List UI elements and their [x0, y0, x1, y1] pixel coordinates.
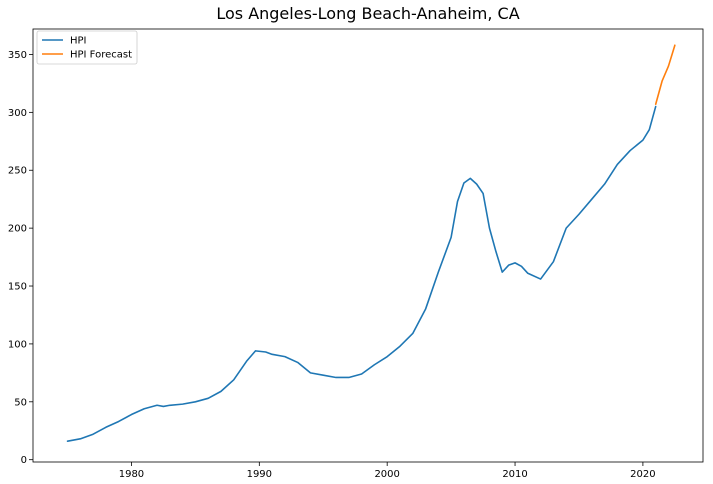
- series-line-hpi-forecast: [654, 44, 676, 106]
- legend: HPI HPI Forecast: [36, 30, 138, 65]
- series-layer: [66, 44, 676, 442]
- y-tick-label: 300: [8, 108, 27, 119]
- legend-label-hpi-forecast: HPI Forecast: [70, 50, 132, 61]
- y-tick-label: 100: [8, 339, 27, 350]
- chart-title: Los Angeles-Long Beach-Anaheim, CA: [216, 4, 519, 23]
- x-axis: 1980 1990 2000 2010 2020: [119, 462, 656, 480]
- x-tick-label: 1980: [119, 469, 144, 480]
- legend-label-hpi: HPI: [70, 36, 87, 47]
- x-tick-label: 2000: [374, 469, 399, 480]
- y-tick-label: 50: [14, 397, 27, 408]
- y-tick-label: 0: [21, 455, 27, 466]
- y-tick-label: 350: [8, 50, 27, 61]
- y-axis: 0 50 100 150 200 250 300 350: [8, 50, 33, 466]
- x-tick-label: 2020: [630, 469, 655, 480]
- y-tick-label: 150: [8, 282, 27, 293]
- x-tick-label: 2010: [502, 469, 527, 480]
- x-tick-label: 1990: [247, 469, 272, 480]
- plot-frame: [32, 28, 704, 463]
- y-tick-label: 250: [8, 166, 27, 177]
- series-line-hpi: [66, 105, 657, 442]
- y-tick-label: 200: [8, 224, 27, 235]
